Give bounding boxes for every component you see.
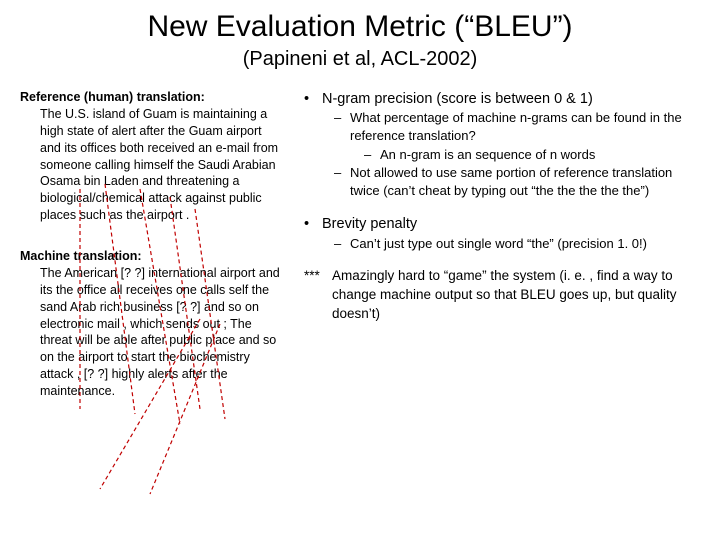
ngram-sub1a-text: An n-gram is an sequence of n words <box>380 146 595 164</box>
slide-subtitle: (Papineni et al, ACL-2002) <box>20 48 700 71</box>
footnote: *** Amazingly hard to “game” the system … <box>304 267 700 324</box>
machine-text: The American [? ?] international airport… <box>20 265 280 400</box>
ngram-label: N-gram precision (score is between 0 & 1… <box>322 89 593 109</box>
machine-heading: Machine translation: <box>20 248 280 265</box>
bullet-ngram: • N-gram precision (score is between 0 &… <box>304 89 700 200</box>
slide-title: New Evaluation Metric (“BLEU”) <box>20 10 700 44</box>
right-column: • N-gram precision (score is between 0 &… <box>304 89 700 424</box>
dash-icon: – <box>334 235 350 253</box>
ngram-sub1-text: What percentage of machine n-grams can b… <box>350 109 700 145</box>
left-column: Reference (human) translation: The U.S. … <box>20 89 280 424</box>
bullet-dot: • <box>304 89 322 109</box>
ngram-sub1: – What percentage of machine n-grams can… <box>334 109 700 164</box>
reference-text: The U.S. island of Guam is maintaining a… <box>20 106 280 224</box>
dash-icon: – <box>334 109 350 145</box>
brevity-sub1: – Can’t just type out single word “the” … <box>334 235 700 253</box>
ngram-sub1a: – An n-gram is an sequence of n words <box>364 146 700 164</box>
ngram-sub2-text: Not allowed to use same portion of refer… <box>350 164 700 200</box>
ngram-sub2: – Not allowed to use same portion of ref… <box>334 164 700 200</box>
reference-heading: Reference (human) translation: <box>20 89 280 106</box>
footnote-text: Amazingly hard to “game” the system (i. … <box>326 267 700 324</box>
dash-icon: – <box>334 164 350 200</box>
bullet-dot: • <box>304 214 322 234</box>
brevity-sub1-text: Can’t just type out single word “the” (p… <box>350 235 647 253</box>
bullet-brevity: • Brevity penalty – Can’t just type out … <box>304 214 700 252</box>
dash-icon: – <box>364 146 380 164</box>
brevity-label: Brevity penalty <box>322 214 417 234</box>
content-area: Reference (human) translation: The U.S. … <box>20 89 700 424</box>
asterisks-icon: *** <box>304 267 326 324</box>
